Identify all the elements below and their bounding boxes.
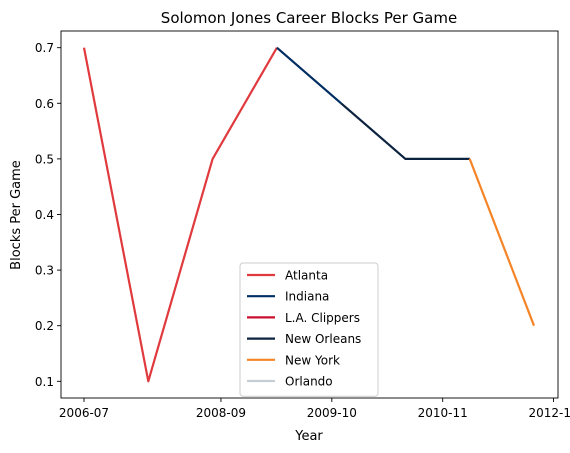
axes: 0.1 0.2 0.3 0.4 0.5 0.6 0.7 2006-07 2008-09 2009-… — [35, 41, 570, 420]
y-tick-label: 0.2 — [35, 319, 54, 333]
x-tick-label: 2006-07 — [59, 406, 109, 420]
series-line — [340, 102, 470, 160]
series-line — [468, 158, 536, 327]
plot-area — [82, 46, 536, 383]
legend-label: New York — [285, 353, 340, 367]
y-tick-label: 0.5 — [35, 152, 54, 166]
legend-label: L.A. Clippers — [285, 311, 360, 325]
y-tick-label: 0.3 — [35, 264, 54, 278]
x-tick-label: 2008-09 — [196, 406, 246, 420]
legend-label: Indiana — [285, 290, 329, 304]
x-tick-label: 2009-10 — [307, 406, 357, 420]
y-tick-label: 0.7 — [35, 41, 54, 55]
legend: Atlanta Indiana L.A. Clippers New Orleans Ne… — [239, 262, 379, 397]
legend-label: Atlanta — [285, 269, 328, 283]
y-tick-label: 0.1 — [35, 375, 54, 389]
series-line — [82, 47, 278, 383]
x-tick-label: 2012-13 — [528, 406, 570, 420]
y-tick-label: 0.4 — [35, 208, 54, 222]
y-axis-label: Blocks Per Game — [9, 160, 24, 270]
x-tick-label: 2010-11 — [418, 406, 468, 420]
y-tick-label: 0.6 — [35, 97, 54, 111]
legend-label: New Orleans — [285, 332, 361, 346]
x-axis-label: Year — [294, 429, 323, 444]
legend-label: Orlando — [285, 375, 333, 389]
series-line — [276, 46, 342, 105]
chart-title: Solomon Jones Career Blocks Per Game — [161, 9, 457, 27]
